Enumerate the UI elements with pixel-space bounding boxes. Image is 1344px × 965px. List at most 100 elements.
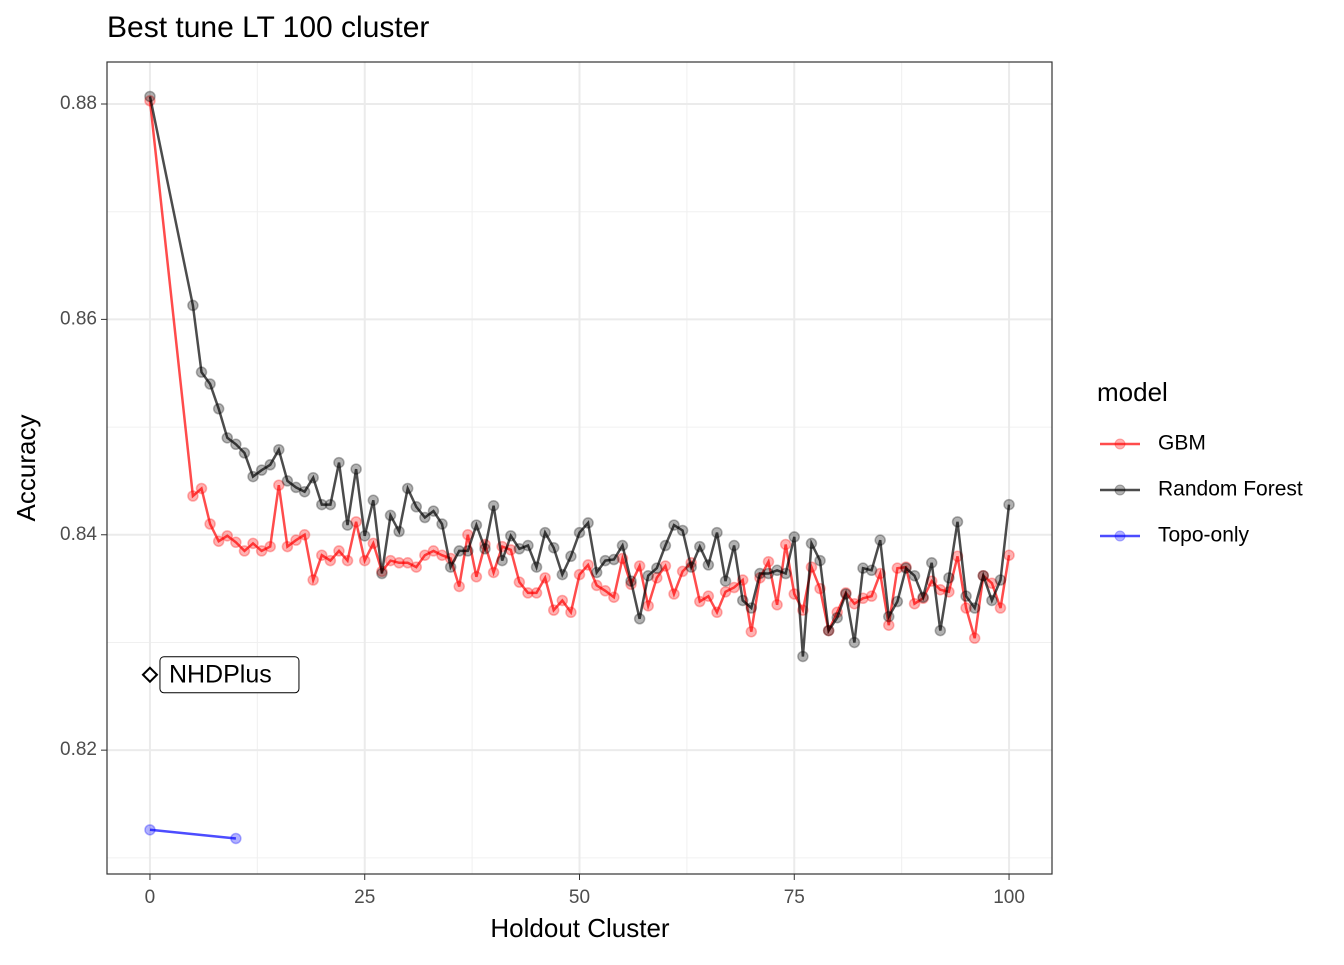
data-point (539, 526, 551, 539)
data-point (831, 611, 843, 624)
data-point (290, 481, 302, 494)
data-point (487, 499, 500, 512)
data-point (316, 498, 328, 511)
data-point (204, 378, 216, 390)
data-point (144, 90, 156, 103)
annotation-label: NHDPlus (169, 660, 272, 688)
data-point (556, 568, 569, 581)
data-point (797, 650, 809, 663)
data-point (410, 561, 423, 573)
data-point (711, 606, 723, 619)
data-point (376, 567, 388, 580)
data-point (341, 554, 354, 567)
data-point (891, 595, 904, 608)
data-point (676, 565, 689, 578)
data-point (453, 545, 465, 557)
data-point (333, 456, 345, 469)
data-point (814, 554, 826, 567)
y-tick-label: 0.84 (60, 524, 97, 545)
data-point (745, 625, 758, 638)
data-point (573, 526, 586, 539)
legend-label: GBM (1158, 432, 1206, 455)
y-tick-label: 0.82 (60, 739, 97, 760)
data-point (960, 602, 972, 614)
data-point (419, 511, 431, 524)
data-point (917, 591, 929, 603)
data-point (230, 438, 242, 451)
data-point (1003, 549, 1015, 561)
data-point (994, 602, 1007, 614)
data-point (462, 545, 474, 557)
data-point (771, 564, 783, 577)
data-point (685, 561, 697, 573)
data-point (719, 575, 732, 587)
data-point (187, 299, 199, 312)
data-point (384, 554, 397, 567)
data-point (401, 482, 414, 495)
data-point (539, 572, 551, 584)
data-point (298, 529, 311, 541)
x-axis-label: Holdout Cluster (490, 913, 670, 943)
y-tick-label: 0.88 (60, 93, 97, 114)
data-point (779, 567, 792, 580)
data-point (341, 519, 354, 531)
data-point (573, 568, 586, 581)
legend-point (1114, 484, 1126, 496)
data-point (427, 505, 440, 517)
data-point (925, 557, 938, 569)
data-point (290, 534, 302, 546)
data-point (513, 576, 526, 588)
data-point (273, 479, 285, 491)
annotation-box (159, 656, 300, 694)
data-point (144, 824, 156, 836)
legend-title: model (1097, 377, 1168, 407)
data-point (848, 636, 861, 649)
data-point (393, 557, 405, 569)
data-point (436, 518, 448, 530)
y-tick-label: 0.86 (60, 308, 97, 329)
series-line (148, 96, 1011, 657)
data-point (857, 562, 869, 574)
data-point (779, 538, 792, 551)
x-tick-label: 50 (569, 887, 590, 908)
data-point (883, 610, 895, 623)
data-point (711, 526, 723, 539)
data-point (358, 530, 371, 542)
data-point (358, 554, 371, 567)
data-point (230, 832, 242, 845)
data-point (642, 569, 654, 582)
data-point (762, 567, 775, 580)
data-point (883, 619, 895, 631)
data-point (565, 606, 577, 619)
data-point (719, 586, 732, 598)
data-point (247, 470, 259, 483)
data-point (659, 560, 672, 572)
data-point (316, 549, 328, 561)
data-point (694, 595, 706, 608)
data-point (651, 572, 663, 584)
data-point (599, 554, 612, 567)
data-point (522, 539, 534, 552)
data-point (273, 443, 285, 456)
data-point (668, 519, 680, 531)
data-point (865, 564, 878, 577)
data-point (350, 463, 362, 475)
data-point (333, 545, 345, 557)
data-point (891, 562, 904, 574)
data-point (590, 566, 603, 579)
data-point (350, 516, 362, 528)
data-point (530, 561, 543, 573)
data-point (582, 559, 594, 571)
data-point (367, 494, 380, 507)
data-point (470, 519, 483, 531)
data-point (487, 566, 500, 579)
data-point (874, 534, 886, 546)
data-point (324, 554, 337, 567)
data-point (934, 624, 947, 637)
data-point (668, 588, 680, 600)
data-point (281, 540, 294, 553)
data-point (307, 574, 319, 586)
data-point (247, 537, 259, 550)
legend-point (1114, 438, 1126, 450)
data-point (590, 579, 603, 592)
